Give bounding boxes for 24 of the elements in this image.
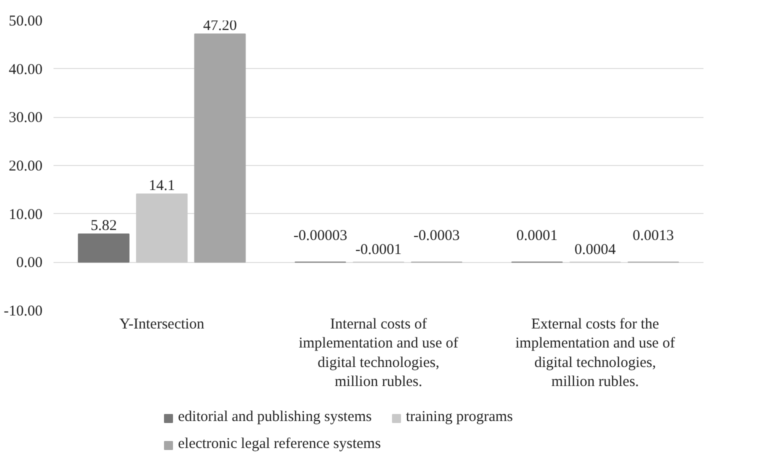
y-tick-label: -10.00	[4, 304, 43, 320]
text: -0.0001	[355, 242, 402, 258]
x-tick-label: Y-Intersection	[119, 316, 205, 332]
text: 5.82	[90, 218, 117, 234]
x-tick-label: External costs for the implementation and use of digital technologies, million rubles.	[515, 316, 675, 390]
text: 0.0001	[516, 228, 558, 244]
text: -0.0003	[414, 228, 460, 244]
bar	[78, 234, 130, 263]
y-tick-label: 30.00	[8, 110, 42, 126]
y-tick-label: 40.00	[8, 62, 42, 78]
text: -0.00003	[293, 228, 348, 244]
text: 0.0004	[574, 242, 616, 258]
legend-label: electronic legal reference systems	[178, 436, 381, 453]
legend-label: editorial and publishing systems	[178, 409, 372, 426]
x-tick-label: Internal costs of implementation and use of digital technologies, million rubles.	[298, 316, 458, 390]
y-tick-label: 50.00	[8, 14, 42, 30]
legend-label: training programs	[406, 409, 513, 426]
text: 0.0013	[632, 228, 674, 244]
y-tick-label: 20.00	[8, 158, 42, 174]
y-tick-label: 10.00	[8, 206, 42, 223]
y-tick-label: 0.00	[16, 255, 42, 272]
text: 14.1	[148, 178, 175, 194]
bar	[136, 194, 188, 263]
bar	[194, 34, 246, 263]
